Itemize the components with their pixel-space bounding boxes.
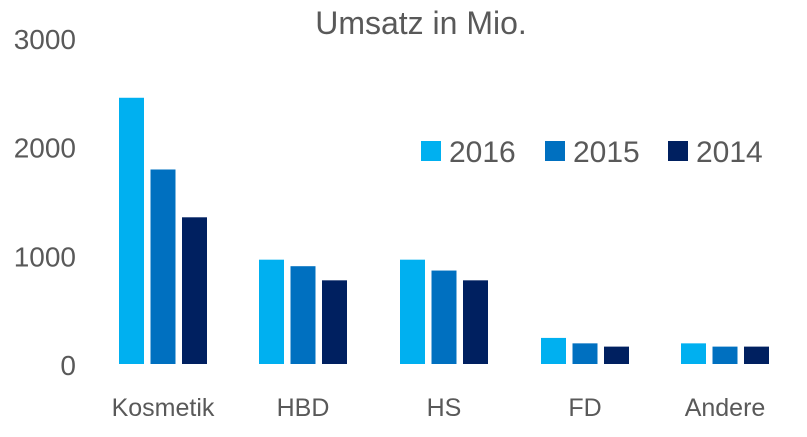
y-tick-label: 2000 (14, 133, 76, 164)
legend: 2016 2015 2014 (421, 136, 763, 169)
x-tick-label: HS (427, 394, 462, 422)
y-axis: 0 1000 2000 3000 (14, 24, 76, 381)
bar-hs-2015 (431, 270, 457, 364)
bar-andere-2015 (712, 346, 738, 364)
y-tick-label: 3000 (14, 24, 76, 55)
bar-hbd-2016 (259, 259, 284, 364)
legend-swatch-2015 (545, 141, 565, 161)
bar-kosmetik-2016 (119, 97, 144, 365)
legend-swatch-2016 (421, 141, 441, 161)
legend-label: 2015 (573, 136, 640, 169)
bar-hbd-2014 (322, 280, 347, 364)
y-tick-label: 1000 (14, 241, 76, 272)
bar-hbd-2015 (290, 266, 316, 364)
bar-fd-2014 (604, 346, 629, 364)
bar-kosmetik-2014 (182, 217, 207, 364)
legend-swatch-2014 (668, 141, 688, 161)
x-tick-label: Kosmetik (112, 394, 215, 422)
x-tick-label: Andere (685, 394, 766, 422)
x-axis: Kosmetik HBD HS FD Andere (112, 394, 766, 422)
y-tick-label: 0 (60, 350, 76, 381)
bar-kosmetik-2015 (150, 169, 176, 364)
bar-andere-2016 (681, 343, 706, 364)
x-tick-label: HBD (277, 394, 330, 422)
bar-fd-2016 (541, 337, 566, 364)
chart-title: Umsatz in Mio. (315, 5, 527, 41)
bar-hs-2014 (463, 280, 488, 364)
plot-area (119, 97, 769, 365)
legend-label: 2016 (449, 136, 516, 169)
bar-fd-2015 (572, 343, 598, 364)
bar-hs-2016 (400, 259, 425, 364)
legend-label: 2014 (696, 136, 763, 169)
x-tick-label: FD (568, 394, 601, 422)
bar-andere-2014 (744, 346, 769, 364)
